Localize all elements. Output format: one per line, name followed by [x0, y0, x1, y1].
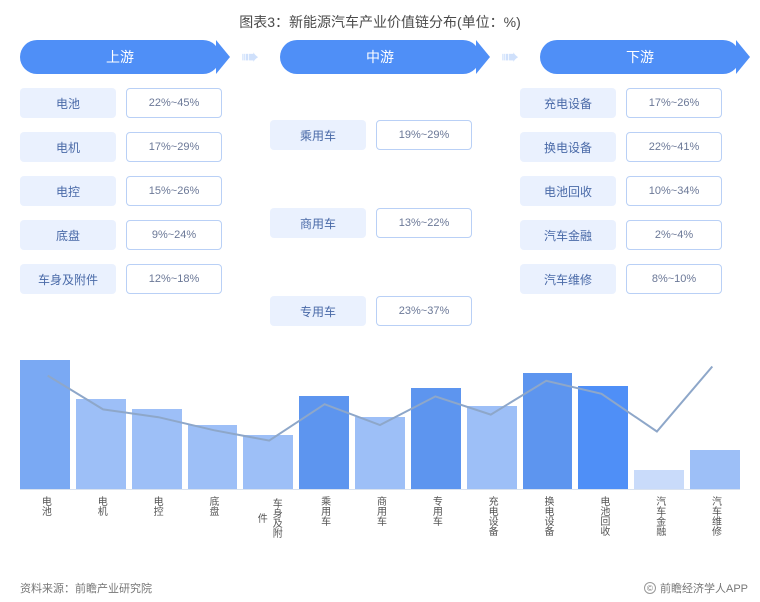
bar [76, 399, 126, 489]
bar [411, 388, 461, 489]
item-label: 电机 [20, 132, 116, 162]
bar [132, 409, 182, 489]
value-chain-item: 专用车 23%~37% [270, 296, 490, 326]
bar [188, 425, 238, 490]
item-label: 车身及附件 [20, 264, 116, 294]
item-value: 13%~22% [376, 208, 472, 238]
section-header-row: 上游 ➠ 中游 ➠ 下游 [0, 40, 760, 74]
item-label: 专用车 [270, 296, 366, 326]
chart-x-labels: 电池电机电控底盘车身及附件乘用车商用车专用车充电设备换电设备电池回收汽车金融汽车… [20, 496, 740, 540]
bar [467, 406, 517, 489]
x-label: 乘用车 [299, 496, 349, 540]
value-chain-item: 电机 17%~29% [20, 132, 240, 162]
arrow-icon: ➠ [241, 44, 259, 70]
item-value: 8%~10% [626, 264, 722, 294]
bar [690, 450, 740, 489]
bar [20, 360, 70, 489]
upstream-pill-label: 上游 [106, 47, 134, 67]
value-chain-item: 汽车维修 8%~10% [520, 264, 740, 294]
downstream-column: 充电设备 17%~26% 换电设备 22%~41% 电池回收 10%~34% 汽车金融 2%~… [520, 88, 740, 358]
item-label: 商用车 [270, 208, 366, 238]
bar [243, 435, 293, 489]
item-value: 19%~29% [376, 120, 472, 150]
downstream-pill-label: 下游 [626, 47, 654, 67]
value-chain-item: 商用车 13%~22% [270, 208, 490, 238]
x-label: 充电设备 [467, 496, 517, 540]
item-label: 底盘 [20, 220, 116, 250]
item-value: 17%~29% [126, 132, 222, 162]
value-chain-columns: 电池 22%~45% 电机 17%~29% 电控 15%~26% 底盘 9%~24% 车身及附件… [0, 88, 760, 358]
downstream-pill: 下游 [540, 40, 740, 74]
upstream-column: 电池 22%~45% 电机 17%~29% 电控 15%~26% 底盘 9%~24% 车身及附件… [20, 88, 240, 358]
midstream-pill: 中游 [280, 40, 480, 74]
footer-copyright: © 前瞻经济学人APP [644, 580, 748, 596]
upstream-pill: 上游 [20, 40, 220, 74]
item-value: 2%~4% [626, 220, 722, 250]
x-label: 电池 [20, 496, 70, 540]
x-label: 汽车维修 [690, 496, 740, 540]
x-label: 换电设备 [523, 496, 573, 540]
item-label: 换电设备 [520, 132, 616, 162]
x-label: 电机 [76, 496, 126, 540]
value-chain-item: 电控 15%~26% [20, 176, 240, 206]
item-value: 10%~34% [626, 176, 722, 206]
value-chain-item: 电池 22%~45% [20, 88, 240, 118]
copyright-icon: © [644, 582, 656, 594]
value-chain-item: 充电设备 17%~26% [520, 88, 740, 118]
value-chain-item: 汽车金融 2%~4% [520, 220, 740, 250]
item-value: 15%~26% [126, 176, 222, 206]
bar [355, 417, 405, 489]
item-label: 充电设备 [520, 88, 616, 118]
item-label: 汽车维修 [520, 264, 616, 294]
bar [634, 470, 684, 489]
bar [578, 386, 628, 489]
x-label: 底盘 [188, 496, 238, 540]
midstream-pill-label: 中游 [366, 47, 394, 67]
value-chain-item: 乘用车 19%~29% [270, 120, 490, 150]
midstream-column: 乘用车 19%~29% 商用车 13%~22% 专用车 23%~37% [270, 88, 490, 358]
item-value: 17%~26% [626, 88, 722, 118]
item-label: 汽车金融 [520, 220, 616, 250]
item-label: 电控 [20, 176, 116, 206]
x-label: 专用车 [411, 496, 461, 540]
item-value: 22%~45% [126, 88, 222, 118]
x-label: 电池回收 [578, 496, 628, 540]
x-label: 商用车 [355, 496, 405, 540]
chart-title: 图表3：新能源汽车产业价值链分布(单位：%) [0, 0, 760, 40]
arrow-icon: ➠ [501, 44, 519, 70]
item-value: 23%~37% [376, 296, 472, 326]
x-label: 汽车金融 [634, 496, 684, 540]
bar-chart: 电池电机电控底盘车身及附件乘用车商用车专用车充电设备换电设备电池回收汽车金融汽车… [20, 360, 740, 540]
x-label: 车身及附件 [243, 496, 293, 540]
footer-source: 资料来源：前瞻产业研究院 [20, 580, 152, 596]
item-label: 电池 [20, 88, 116, 118]
x-label: 电控 [132, 496, 182, 540]
footer-copyright-text: 前瞻经济学人APP [660, 580, 748, 596]
value-chain-item: 换电设备 22%~41% [520, 132, 740, 162]
value-chain-item: 底盘 9%~24% [20, 220, 240, 250]
value-chain-item: 电池回收 10%~34% [520, 176, 740, 206]
item-label: 电池回收 [520, 176, 616, 206]
item-value: 9%~24% [126, 220, 222, 250]
value-chain-item: 车身及附件 12%~18% [20, 264, 240, 294]
item-value: 22%~41% [626, 132, 722, 162]
bar [299, 396, 349, 489]
item-value: 12%~18% [126, 264, 222, 294]
item-label: 乘用车 [270, 120, 366, 150]
chart-bars [20, 360, 740, 490]
bar [523, 373, 573, 489]
